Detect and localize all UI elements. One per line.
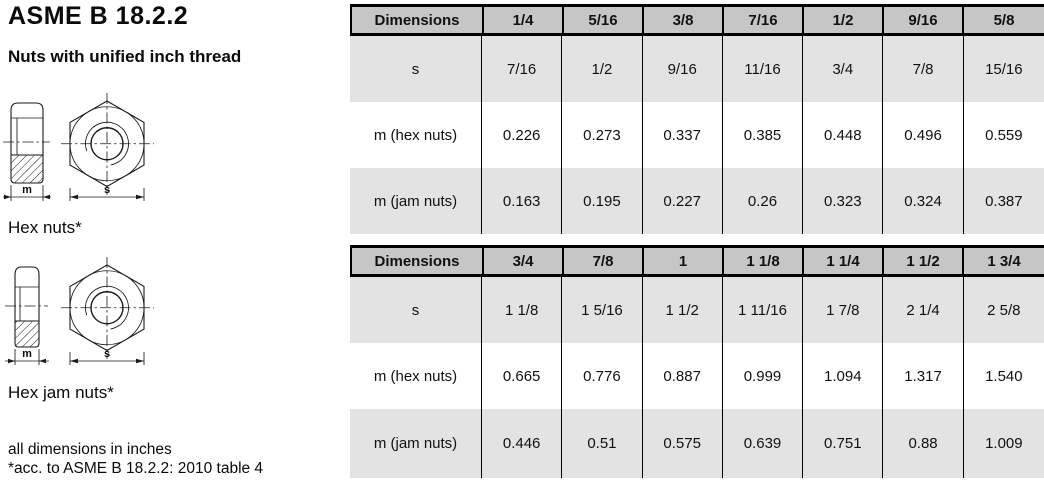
table-cell: 1 7/8 <box>803 277 884 343</box>
column-header: 7/8 <box>564 248 644 274</box>
dimension-m-label: m <box>22 184 32 196</box>
column-header: 1 <box>644 248 724 274</box>
table-cell: 0.163 <box>482 168 563 234</box>
table-cell: 0.887 <box>643 343 723 409</box>
row-label: s <box>350 277 482 343</box>
hex-nut-drawing: m s <box>3 93 154 201</box>
table-cell: 0.51 <box>562 409 643 478</box>
row-label: m (jam nuts) <box>350 168 482 234</box>
table-cell: 1 1/8 <box>482 277 563 343</box>
table-header-row: Dimensions 3/4 7/8 1 1 1/8 1 1/4 1 1/2 1… <box>350 245 1044 277</box>
table-cell: 0.751 <box>803 409 884 478</box>
table-cell: 1 5/16 <box>562 277 643 343</box>
page-subtitle: Nuts with unified inch thread <box>8 47 242 66</box>
table-cell: 0.227 <box>643 168 723 234</box>
table-cell: 0.26 <box>723 168 804 234</box>
hex-jam-nut-drawing: m s <box>5 257 154 365</box>
dimension-s-label: s <box>104 348 110 360</box>
dimension-m-label: m <box>22 348 32 360</box>
column-header: 1 1/8 <box>724 248 804 274</box>
table-row-s: s 7/16 1/2 9/16 11/16 3/4 7/8 15/16 <box>350 36 1044 102</box>
section-hatching <box>15 321 39 347</box>
dimension-s: s <box>69 348 145 365</box>
table-cell: 0.999 <box>723 343 804 409</box>
dimension-m: m <box>3 184 51 201</box>
hex-jam-nuts-caption: Hex jam nuts* <box>8 383 114 402</box>
row-label: s <box>350 36 482 102</box>
table-cell: 15/16 <box>985 60 1023 78</box>
column-header: 1 3/4 <box>987 252 1021 270</box>
table-row-m-hex: m (hex nuts) 0.665 0.776 0.887 0.999 1.0… <box>350 343 1044 409</box>
hex-nut-side-view <box>3 102 50 184</box>
dimension-table-small-sizes: Dimensions 1/4 5/16 3/8 7/16 1/2 9/16 5/… <box>350 4 1044 234</box>
table-row-m-jam: m (jam nuts) 0.446 0.51 0.575 0.639 0.75… <box>350 409 1044 478</box>
table-header-row: Dimensions 1/4 5/16 3/8 7/16 1/2 9/16 5/… <box>350 4 1044 36</box>
jam-nut-side-view <box>5 266 48 348</box>
table-cell: 0.559 <box>985 126 1023 144</box>
table-cell: 1 1/2 <box>643 277 723 343</box>
table-cell: 1 11/16 <box>723 277 804 343</box>
table-cell: 0.385 <box>723 102 804 168</box>
table-row-s: s 1 1/8 1 5/16 1 1/2 1 11/16 1 7/8 2 1/4… <box>350 277 1044 343</box>
table-cell: 3/4 <box>803 36 884 102</box>
table-cell: 0.665 <box>482 343 563 409</box>
table-cell: 0.88 <box>883 409 964 478</box>
table-cell: 0.387 <box>985 192 1023 210</box>
column-header: 9/16 <box>884 7 964 33</box>
hex-nut-front-view <box>61 93 154 195</box>
table-cell: 11/16 <box>723 36 804 102</box>
dimension-m: m <box>5 348 49 365</box>
hex-nuts-caption: Hex nuts* <box>8 218 82 237</box>
table-row-m-hex: m (hex nuts) 0.226 0.273 0.337 0.385 0.4… <box>350 102 1044 168</box>
table-cell: 7/8 <box>883 36 964 102</box>
table-cell: 1.317 <box>883 343 964 409</box>
jam-nut-front-view <box>61 257 154 359</box>
table-cell: 0.448 <box>803 102 884 168</box>
row-label: m (hex nuts) <box>350 343 482 409</box>
table-cell: 0.446 <box>482 409 563 478</box>
section-hatching <box>11 155 43 183</box>
column-header: 5/8 <box>993 11 1015 29</box>
table-cell: 2 1/4 <box>883 277 964 343</box>
table-cell: 0.323 <box>803 168 884 234</box>
column-header: 5/16 <box>564 7 644 33</box>
column-header: 1 1/2 <box>884 248 964 274</box>
column-header: 1/4 <box>484 7 564 33</box>
footnote-line-2: *acc. to ASME B 18.2.2: 2010 table 4 <box>8 460 264 477</box>
row-label: m (hex nuts) <box>350 102 482 168</box>
footnote-line-1: all dimensions in inches <box>8 441 172 458</box>
column-header: Dimensions <box>352 7 484 33</box>
table-row-m-jam: m (jam nuts) 0.163 0.195 0.227 0.26 0.32… <box>350 168 1044 234</box>
table-cell: 7/16 <box>482 36 563 102</box>
table-cell: 1.009 <box>985 435 1023 452</box>
table-cell: 1.540 <box>985 367 1023 385</box>
column-header: 7/16 <box>724 7 804 33</box>
table-cell: 0.324 <box>883 168 964 234</box>
column-header: 1/2 <box>804 7 884 33</box>
table-cell: 0.195 <box>562 168 643 234</box>
dimension-s: s <box>69 184 145 201</box>
table-cell: 0.776 <box>562 343 643 409</box>
column-header: 3/4 <box>484 248 564 274</box>
footnote: all dimensions in inches *acc. to ASME B… <box>8 440 263 478</box>
column-header: 1 1/4 <box>804 248 884 274</box>
row-label: m (jam nuts) <box>350 409 482 478</box>
table-cell: 1.094 <box>803 343 884 409</box>
table-cell: 1/2 <box>562 36 643 102</box>
column-header: Dimensions <box>352 248 484 274</box>
table-cell: 2 5/8 <box>987 301 1021 319</box>
page-title: ASME B 18.2.2 <box>8 2 189 30</box>
table-cell: 0.496 <box>883 102 964 168</box>
column-header: 3/8 <box>644 7 724 33</box>
table-cell: 0.575 <box>643 409 723 478</box>
dimension-s-label: s <box>104 184 110 196</box>
table-cell: 0.273 <box>562 102 643 168</box>
table-cell: 0.226 <box>482 102 563 168</box>
table-cell: 0.337 <box>643 102 723 168</box>
table-cell: 0.639 <box>723 409 804 478</box>
dimension-table-large-sizes: Dimensions 3/4 7/8 1 1 1/8 1 1/4 1 1/2 1… <box>350 245 1044 478</box>
table-cell: 9/16 <box>643 36 723 102</box>
